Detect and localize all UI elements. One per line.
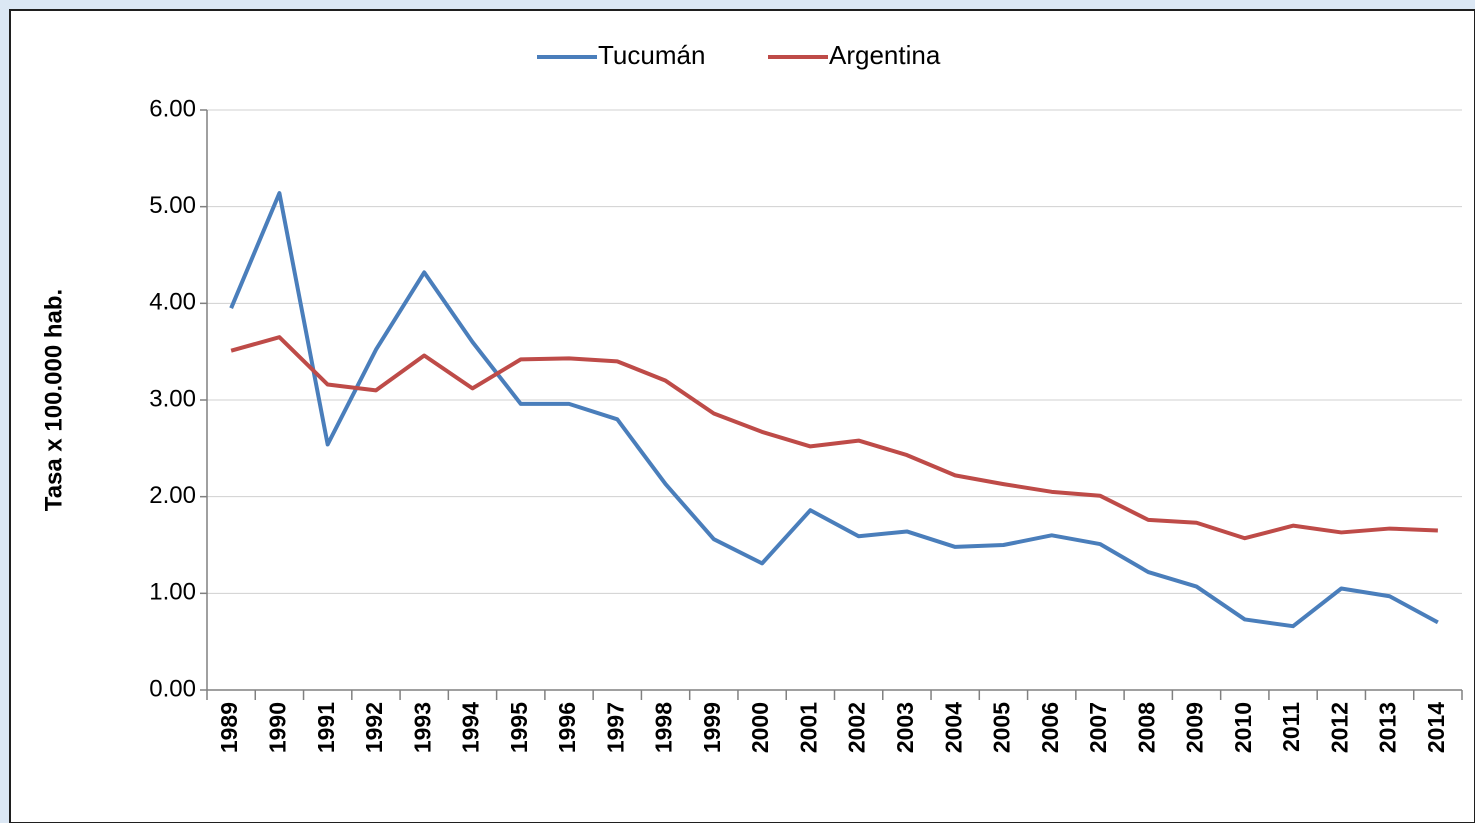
x-tick-label: 2010 bbox=[1230, 702, 1256, 753]
x-tick-label: 2007 bbox=[1085, 702, 1111, 753]
y-axis-label: Tasa x 100.000 hab. bbox=[40, 289, 67, 511]
x-tick-label: 1999 bbox=[699, 702, 725, 753]
legend-label: Argentina bbox=[829, 40, 941, 70]
legend-label: Tucumán bbox=[598, 40, 705, 70]
x-tick-label: 1995 bbox=[506, 702, 532, 753]
x-tick-label: 1991 bbox=[313, 702, 339, 753]
x-tick-label: 2008 bbox=[1133, 702, 1159, 753]
x-tick-label: 2005 bbox=[989, 702, 1015, 753]
x-tick-label: 1992 bbox=[361, 702, 387, 753]
x-tick-label: 1990 bbox=[264, 702, 290, 753]
x-tick-label: 1996 bbox=[554, 702, 580, 753]
y-tick-label: 1.00 bbox=[149, 579, 196, 606]
x-tick-label: 2002 bbox=[844, 702, 870, 753]
x-tick-label: 2012 bbox=[1326, 702, 1352, 753]
y-tick-label: 2.00 bbox=[149, 482, 196, 509]
x-tick-label: 2009 bbox=[1182, 702, 1208, 753]
x-tick-label: 2001 bbox=[795, 702, 821, 753]
x-tick-label: 1998 bbox=[651, 702, 677, 753]
x-tick-label: 1994 bbox=[458, 702, 484, 753]
y-tick-label: 3.00 bbox=[149, 385, 196, 412]
x-tick-label: 2011 bbox=[1278, 702, 1304, 752]
y-tick-label: 5.00 bbox=[149, 192, 196, 219]
x-tick-label: 2003 bbox=[892, 702, 918, 753]
series-line bbox=[229, 191, 1439, 629]
y-tick-label: 4.00 bbox=[149, 289, 196, 316]
x-tick-label: 2006 bbox=[1037, 702, 1063, 753]
y-tick-label: 0.00 bbox=[149, 675, 196, 702]
x-tick-label: 2004 bbox=[940, 702, 966, 753]
chart-frame bbox=[9, 9, 1475, 823]
x-tick-label: 1993 bbox=[409, 702, 435, 753]
x-tick-label: 2013 bbox=[1375, 702, 1401, 753]
x-tick-label: 1997 bbox=[602, 702, 628, 753]
x-tick-label: 2000 bbox=[747, 702, 773, 753]
x-tick-label: 1989 bbox=[216, 702, 242, 753]
x-tick-label: 2014 bbox=[1423, 702, 1449, 753]
series-line bbox=[230, 335, 1438, 541]
y-tick-label: 6.00 bbox=[149, 95, 196, 122]
